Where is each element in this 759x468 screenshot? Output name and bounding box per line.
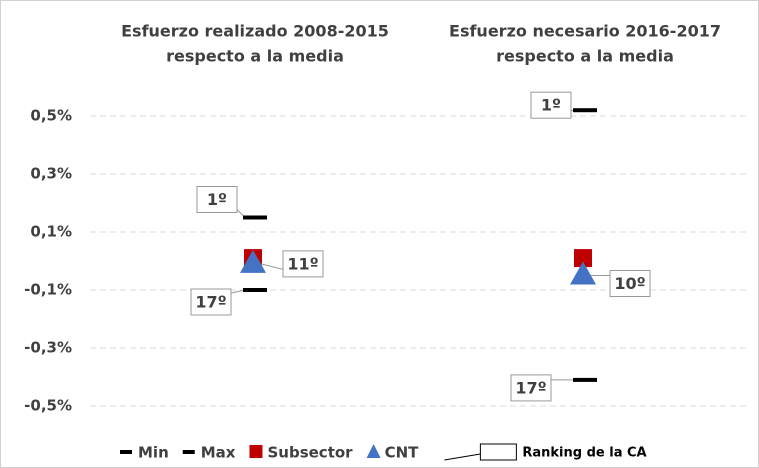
- y-tick-label: 0,5%: [30, 107, 72, 125]
- legend-label: Max: [201, 444, 236, 462]
- legend-swatch: [366, 444, 381, 458]
- dash-mark: [573, 377, 597, 382]
- y-tick-label: -0,5%: [24, 397, 72, 415]
- triangle-mark: [570, 261, 596, 285]
- ranking-label: 10º: [614, 274, 645, 293]
- legend-label: Ranking de la CA: [522, 446, 646, 461]
- callout-box: [282, 250, 324, 278]
- category-title: Esfuerzo necesario 2016-2017: [449, 22, 721, 41]
- legend-label: CNT: [385, 444, 420, 462]
- legend-swatch: [182, 450, 195, 454]
- legend-callout-leader: [444, 453, 481, 461]
- dash-mark: [243, 215, 267, 220]
- callout-box: [510, 374, 552, 402]
- ranking-label: 17º: [515, 378, 546, 397]
- ranking-label: 1º: [207, 190, 227, 209]
- callout-leader: [260, 263, 286, 271]
- callout-box: [530, 91, 572, 119]
- category-title: respecto a la media: [496, 47, 674, 66]
- callout-box: [190, 288, 232, 316]
- legend-callout-box: [479, 443, 517, 461]
- legend-label: Min: [138, 444, 169, 462]
- ranking-label: 11º: [287, 254, 318, 273]
- y-tick-label: 0,1%: [30, 223, 72, 241]
- ranking-label: 1º: [541, 96, 561, 115]
- y-tick-label: -0,3%: [24, 339, 72, 357]
- square-mark: [574, 249, 592, 268]
- legend-swatch: [249, 445, 263, 458]
- category-title: Esfuerzo realizado 2008-2015: [121, 22, 389, 41]
- category-title: respecto a la media: [166, 47, 344, 66]
- triangle-mark: [240, 249, 266, 273]
- callout-box: [196, 186, 238, 213]
- y-tick-label: 0,3%: [30, 165, 72, 183]
- legend-label: Subsector: [267, 444, 353, 462]
- y-tick-label: -0,1%: [24, 281, 72, 299]
- dash-mark: [573, 108, 597, 113]
- callout-box: [609, 270, 651, 297]
- legend-swatch: [120, 450, 132, 454]
- dash-mark: [243, 288, 267, 292]
- ranking-label: 17º: [195, 293, 226, 312]
